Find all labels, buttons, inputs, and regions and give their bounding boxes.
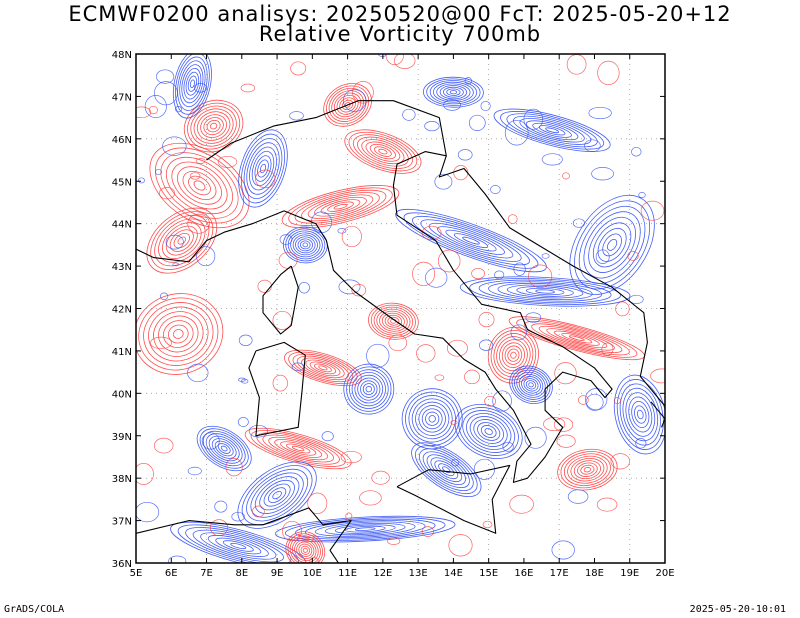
negative-vorticity-area [170, 521, 307, 563]
lat-tick-label: 40N [112, 389, 132, 400]
negative-vorticity-area [569, 194, 655, 295]
negative-vorticity-area [459, 276, 631, 307]
lon-tick-label: 14E [444, 568, 463, 579]
positive-vorticity-area [508, 316, 645, 361]
lon-tick-label: 7E [200, 568, 213, 579]
lat-tick-label: 39N [112, 432, 132, 443]
lat-tick-label: 36N [112, 559, 132, 570]
lat-tick-label: 44N [112, 220, 132, 231]
lat-tick-label: 48N [112, 50, 132, 61]
lon-tick-label: 19E [620, 568, 639, 579]
lat-tick-label: 47N [112, 92, 132, 103]
coastlines [136, 100, 665, 563]
lat-tick-label: 46N [112, 135, 132, 146]
negative-vorticity-area [172, 54, 212, 119]
lon-tick-label: 6E [165, 568, 178, 579]
positive-vorticity-area [487, 326, 539, 384]
lat-tick-label: 42N [112, 305, 132, 316]
latitude-axis: 48N 47N 46N 45N 44N 43N 42N 41N 40N 39N 38N 37N 36N [112, 50, 665, 570]
lon-tick-label: 9E [271, 568, 284, 579]
lat-tick-label: 37N [112, 517, 132, 528]
negative-vorticity-area [454, 404, 523, 459]
vorticity-contours [136, 54, 665, 563]
lon-tick-label: 11E [338, 568, 357, 579]
negative-vorticity-area [343, 363, 395, 415]
lon-tick-label: 10E [303, 568, 322, 579]
negative-vorticity-area [238, 129, 288, 208]
negative-vorticity-area [493, 108, 611, 152]
positive-vorticity-area [244, 427, 352, 470]
positive-vorticity-area [149, 142, 250, 229]
lon-tick-label: 12E [373, 568, 392, 579]
positive-vorticity-area [344, 129, 422, 174]
lon-tick-label: 15E [479, 568, 498, 579]
positive-vorticity-area [281, 185, 400, 229]
positive-vorticity-area [285, 531, 326, 563]
lat-lon-grid [136, 54, 665, 563]
lat-tick-label: 45N [112, 177, 132, 188]
lon-tick-label: 20E [655, 568, 674, 579]
lon-tick-label: 18E [585, 568, 604, 579]
negative-vorticity-area [613, 374, 665, 455]
map-title-line2: Relative Vorticity 700mb [258, 22, 542, 46]
negative-vorticity-area [395, 208, 547, 273]
lat-tick-label: 38N [112, 474, 132, 485]
lat-tick-label: 43N [112, 262, 132, 273]
grads-credit: GrADS/COLA [4, 604, 65, 615]
longitude-axis: 5E 6E 7E 8E 9E 10E 11E 12E 13E 14E 15E 16E 17E 18E 19E… [130, 54, 675, 579]
lon-tick-label: 16E [514, 568, 533, 579]
map-title-line1: ECMWF0200 analisys: 20250520@00 FcT: 202… [68, 2, 732, 26]
negative-vorticity-area [423, 76, 484, 108]
positive-vorticity-area [136, 293, 224, 375]
render-timestamp: 2025-05-20-10:01 [689, 604, 786, 615]
negative-vorticity-area [509, 365, 553, 404]
positive-vorticity-area [284, 349, 362, 387]
lat-tick-label: 41N [112, 347, 132, 358]
lon-tick-label: 5E [130, 568, 143, 579]
positive-vorticity-area [557, 448, 618, 491]
negative-vorticity-area [282, 226, 328, 264]
negative-vorticity-area [401, 388, 463, 450]
positive-vorticity-area [183, 99, 244, 153]
lon-tick-label: 13E [409, 568, 428, 579]
negative-vorticity-area [196, 425, 252, 472]
lon-tick-label: 8E [235, 568, 248, 579]
lon-tick-label: 17E [550, 568, 569, 579]
negative-vorticity-area [274, 515, 456, 543]
